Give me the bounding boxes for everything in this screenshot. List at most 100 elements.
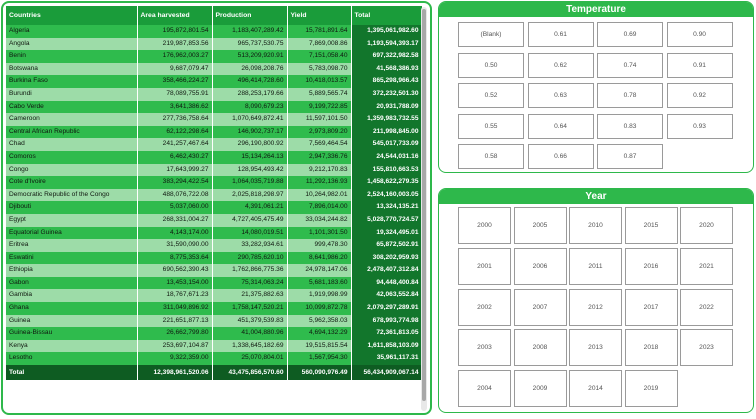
table-row[interactable]: Ethiopia 690,562,390.43 1,762,866,775.36 24… — [6, 264, 422, 277]
column-header-yield[interactable]: Yield — [287, 6, 352, 25]
cell-total: 35,961,117.31 — [351, 352, 422, 366]
cell-area-harvested: 221,651,877.13 — [137, 314, 213, 328]
temperature-option-tile[interactable]: 0.50 — [458, 52, 524, 78]
column-header-production[interactable]: Production — [212, 6, 288, 25]
cell-country: Gambia — [6, 289, 138, 303]
year-option-tile[interactable]: 2004 — [458, 370, 511, 408]
year-option-tile[interactable]: 2010 — [569, 207, 622, 244]
cell-total: 2,478,407,312.84 — [351, 264, 422, 277]
table-row[interactable]: Burundi 78,089,755.91 288,253,179.66 5,889,… — [6, 87, 422, 101]
year-option-tile[interactable]: 2023 — [680, 329, 733, 367]
table-row[interactable]: Guinea-Bissau 26,662,799.80 41,004,880.96 4… — [6, 327, 422, 340]
temperature-option-tile[interactable]: 0.91 — [666, 52, 733, 78]
temperature-option-tile[interactable]: 0.92 — [666, 83, 733, 108]
temperature-option-tile[interactable]: 0.90 — [666, 22, 733, 47]
year-option-tile[interactable]: 2021 — [680, 247, 733, 285]
year-option-tile[interactable]: 2003 — [458, 329, 511, 367]
cell-area-harvested: 241,257,467.64 — [137, 138, 213, 151]
year-option-tile[interactable]: 2008 — [513, 329, 567, 367]
table-row[interactable]: Algeria 195,872,801.54 1,183,407,289.42 15,… — [6, 25, 422, 38]
cell-yield: 7,869,008.86 — [287, 37, 352, 51]
table-row[interactable]: Djibouti 5,037,060.00 4,391,061.21 7,896,01… — [6, 201, 422, 214]
year-option-tile[interactable]: 2011 — [569, 247, 622, 285]
column-header-area-harvested[interactable]: Area harvested — [137, 6, 213, 25]
cell-yield: 4,694,132.29 — [287, 327, 352, 340]
temperature-option-tile[interactable]: 0.69 — [597, 22, 663, 47]
table-row[interactable]: Kenya 253,697,104.87 1,338,645,182.69 19,51… — [6, 339, 422, 353]
cell-area-harvested: 8,775,353.64 — [137, 251, 213, 265]
cell-country: Cote d'Ivoire — [6, 176, 138, 189]
table-row[interactable]: Lesotho 9,322,359.00 25,070,804.01 1,567,95… — [6, 352, 422, 366]
temperature-option-tile[interactable]: 0.63 — [527, 83, 594, 108]
year-option-tile[interactable]: 2018 — [624, 329, 678, 367]
cell-total: 94,448,400.84 — [351, 276, 422, 290]
table-scroll-area[interactable]: Countries Area harvested Production Yiel… — [6, 6, 422, 412]
table-row[interactable]: Angola 219,987,853.56 965,737,530.75 7,869,… — [6, 37, 422, 51]
temperature-option-tile[interactable]: 0.83 — [597, 113, 663, 139]
year-option-tile[interactable]: 2000 — [458, 207, 511, 244]
scrollbar-thumb[interactable] — [422, 9, 426, 401]
year-option-tile[interactable]: 2019 — [624, 370, 678, 408]
temperature-option-tile[interactable]: 0.78 — [597, 83, 663, 108]
table-row[interactable]: Central African Republic 62,122,298.64 146… — [6, 125, 422, 139]
table-row[interactable]: Burkina Faso 358,466,224.27 496,414,728.60… — [6, 75, 422, 88]
year-option-tile[interactable]: 2013 — [569, 329, 622, 367]
temperature-option-tile[interactable]: 0.58 — [458, 144, 524, 169]
year-slicer-title: Year — [439, 189, 753, 204]
cell-area-harvested: 18,767,671.23 — [137, 289, 213, 303]
temperature-option-tile[interactable]: 0.62 — [527, 52, 594, 78]
table-row[interactable]: Eritrea 31,590,090.00 33,282,934.61 999,478… — [6, 239, 422, 252]
cell-yield: 33,034,244.82 — [287, 213, 352, 227]
table-row[interactable]: Egypt 268,331,004.27 4,727,405,475.49 33,03… — [6, 213, 422, 227]
year-option-tile[interactable]: 2009 — [513, 370, 567, 408]
cell-total: 19,324,495.01 — [351, 226, 422, 240]
column-header-countries[interactable]: Countries — [6, 6, 138, 25]
cell-production: 26,098,208.76 — [212, 62, 288, 76]
temperature-option-tile[interactable]: 0.52 — [458, 83, 524, 108]
table-row[interactable]: Benin 176,962,003.27 513,209,920.91 7,151,0… — [6, 50, 422, 63]
table-row[interactable]: Guinea 221,651,877.13 451,379,539.83 5,962,… — [6, 314, 422, 328]
table-row[interactable]: Congo 17,643,999.27 128,954,493.42 9,212,17… — [6, 163, 422, 177]
table-row[interactable]: Botswana 9,687,079.47 26,098,208.76 5,783,0… — [6, 62, 422, 76]
temperature-option-tile[interactable]: 0.87 — [597, 144, 663, 169]
year-option-tile[interactable]: 2022 — [680, 288, 733, 326]
table-row[interactable]: Cabo Verde 3,641,386.62 8,090,679.23 9,199,… — [6, 100, 422, 114]
cell-production: 2,025,818,298.97 — [212, 188, 288, 202]
year-option-tile[interactable]: 2015 — [624, 207, 678, 244]
year-option-tile[interactable]: 2005 — [513, 207, 567, 244]
year-option-tile[interactable]: 2014 — [569, 370, 622, 408]
table-row[interactable]: Gabon 13,453,154.00 75,314,063.24 5,681,183… — [6, 276, 422, 290]
year-option-tile[interactable]: 2020 — [680, 207, 733, 244]
table-row[interactable]: Cote d'Ivoire 383,294,422.54 1,064,035,719… — [6, 176, 422, 189]
temperature-option-tile[interactable]: 0.74 — [597, 52, 663, 78]
table-row[interactable]: Gambia 18,767,671.23 21,375,882.63 1,919,99… — [6, 289, 422, 303]
cell-yield: 2,947,336.76 — [287, 150, 352, 164]
table-vertical-scrollbar[interactable] — [421, 7, 427, 411]
temperature-option-tile[interactable]: (Blank) — [458, 22, 524, 47]
temperature-slicer: Temperature (Blank) 0.61 0.69 0.90 0.50 0.62 0… — [438, 1, 754, 173]
table-row[interactable]: Eswatini 8,775,353.64 290,785,620.10 8,641,… — [6, 251, 422, 265]
year-option-tile[interactable]: 2007 — [513, 288, 567, 326]
table-row[interactable]: Cameroon 277,736,758.64 1,070,649,872.41 11… — [6, 113, 422, 126]
table-row[interactable]: Comoros 6,462,430.27 15,134,264.13 2,947,33… — [6, 150, 422, 164]
cell-country: Egypt — [6, 213, 138, 227]
table-row[interactable]: Ghana 311,049,896.92 1,758,147,520.21 10,09… — [6, 302, 422, 315]
year-option-tile[interactable]: 2002 — [458, 288, 511, 326]
table-row[interactable]: Equatorial Guinea 4,143,174.00 14,080,019.… — [6, 226, 422, 240]
year-option-tile[interactable]: 2017 — [624, 288, 678, 326]
temperature-option-tile[interactable]: 0.61 — [527, 22, 594, 47]
temperature-option-tile[interactable]: 0.55 — [458, 113, 524, 139]
cell-yield: 7,896,014.00 — [287, 201, 352, 214]
year-option-tile[interactable]: 2001 — [458, 247, 511, 285]
temperature-option-tile[interactable]: 0.93 — [666, 113, 733, 139]
temperature-option-tile[interactable]: 0.64 — [527, 113, 594, 139]
cell-production: 41,004,880.96 — [212, 327, 288, 340]
temperature-slicer-title: Temperature — [439, 2, 753, 17]
table-row[interactable]: Chad 241,257,467.64 296,190,800.92 7,569,46… — [6, 138, 422, 151]
temperature-option-tile[interactable]: 0.66 — [527, 144, 594, 169]
year-option-tile[interactable]: 2012 — [569, 288, 622, 326]
column-header-total[interactable]: Total — [351, 6, 422, 25]
table-row[interactable]: Democratic Republic of the Congo 488,076,… — [6, 188, 422, 202]
year-option-tile[interactable]: 2006 — [513, 247, 567, 285]
year-option-tile[interactable]: 2016 — [624, 247, 678, 285]
